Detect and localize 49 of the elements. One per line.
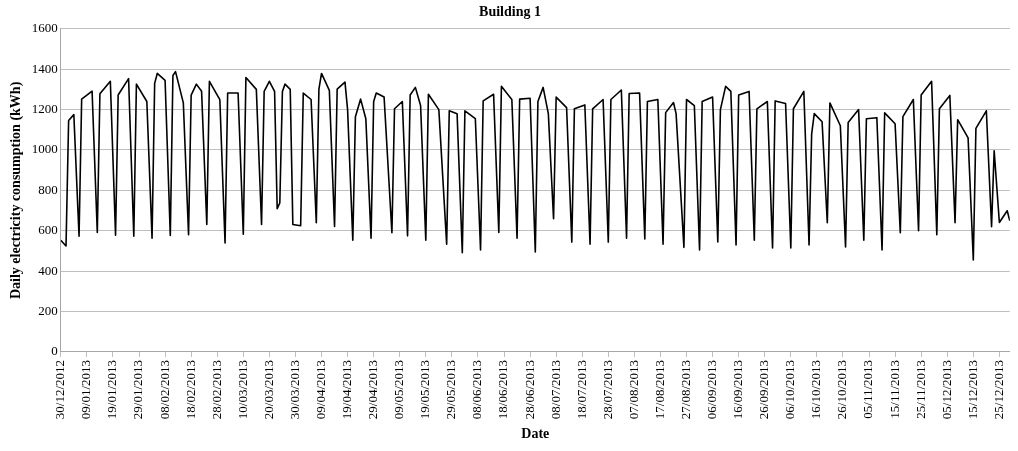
x-tick-label: 30/03/2013	[286, 359, 302, 420]
y-tick-label: 1000	[31, 141, 58, 157]
x-tick-label: 09/01/2013	[78, 359, 94, 420]
y-tick-label: 800	[38, 181, 58, 197]
x-tick-label: 10/03/2013	[234, 359, 250, 420]
y-tick-label: 1600	[31, 20, 58, 36]
x-tick-label: 27/08/2013	[677, 359, 693, 420]
x-tick-label: 26/10/2013	[834, 359, 850, 420]
x-tick-label: 05/12/2013	[938, 359, 954, 420]
x-tick-label: 09/05/2013	[391, 359, 407, 420]
y-tick-label: 400	[38, 262, 58, 278]
y-tick-label: 1200	[31, 101, 58, 117]
x-tick-label: 15/11/2013	[886, 359, 902, 419]
x-tick-label: 25/11/2013	[912, 359, 928, 419]
x-tick-label: 18/02/2013	[182, 359, 198, 420]
y-tick-label: 1400	[31, 60, 58, 76]
x-tick-label: 30/12/2012	[52, 359, 68, 420]
y-tick-label: 0	[51, 343, 58, 359]
x-tick-label: 28/06/2013	[521, 359, 537, 420]
x-tick-label: 19/01/2013	[104, 359, 120, 420]
x-tick-label: 20/03/2013	[260, 359, 276, 420]
x-tick-label: 28/02/2013	[208, 359, 224, 420]
x-tick-label: 18/06/2013	[495, 359, 511, 420]
x-tick-label: 28/07/2013	[599, 359, 615, 420]
x-tick-label: 08/07/2013	[547, 359, 563, 420]
x-tick-label: 15/12/2013	[964, 359, 980, 420]
x-tick-label: 29/04/2013	[365, 359, 381, 420]
x-tick-label: 19/05/2013	[417, 359, 433, 420]
y-tick-label: 600	[38, 222, 58, 238]
y-axis-title: Daily electricity consumption (kWh)	[8, 81, 25, 300]
x-tick-label: 09/04/2013	[312, 359, 328, 420]
x-tick-label: 06/10/2013	[782, 359, 798, 420]
x-tick-label: 05/11/2013	[860, 359, 876, 419]
x-tick-label: 08/06/2013	[469, 359, 485, 420]
x-axis-title: Date	[521, 426, 550, 442]
chart-title: Building 1	[479, 4, 541, 20]
x-tick-label: 25/12/2013	[990, 359, 1006, 420]
x-tick-label: 06/09/2013	[704, 359, 720, 420]
x-tick-label: 16/10/2013	[808, 359, 824, 420]
x-tick-label: 18/07/2013	[573, 359, 589, 420]
x-tick-label: 16/09/2013	[730, 359, 746, 420]
x-tick-label: 29/05/2013	[443, 359, 459, 420]
x-tick-label: 29/01/2013	[130, 359, 146, 420]
x-tick-label: 19/04/2013	[339, 359, 355, 420]
y-tick-label: 200	[38, 303, 58, 318]
x-tick-label: 08/02/2013	[156, 359, 172, 420]
x-tick-label: 07/08/2013	[625, 359, 641, 420]
x-tick-label: 26/09/2013	[756, 359, 772, 420]
x-tick-label: 17/08/2013	[651, 359, 667, 420]
